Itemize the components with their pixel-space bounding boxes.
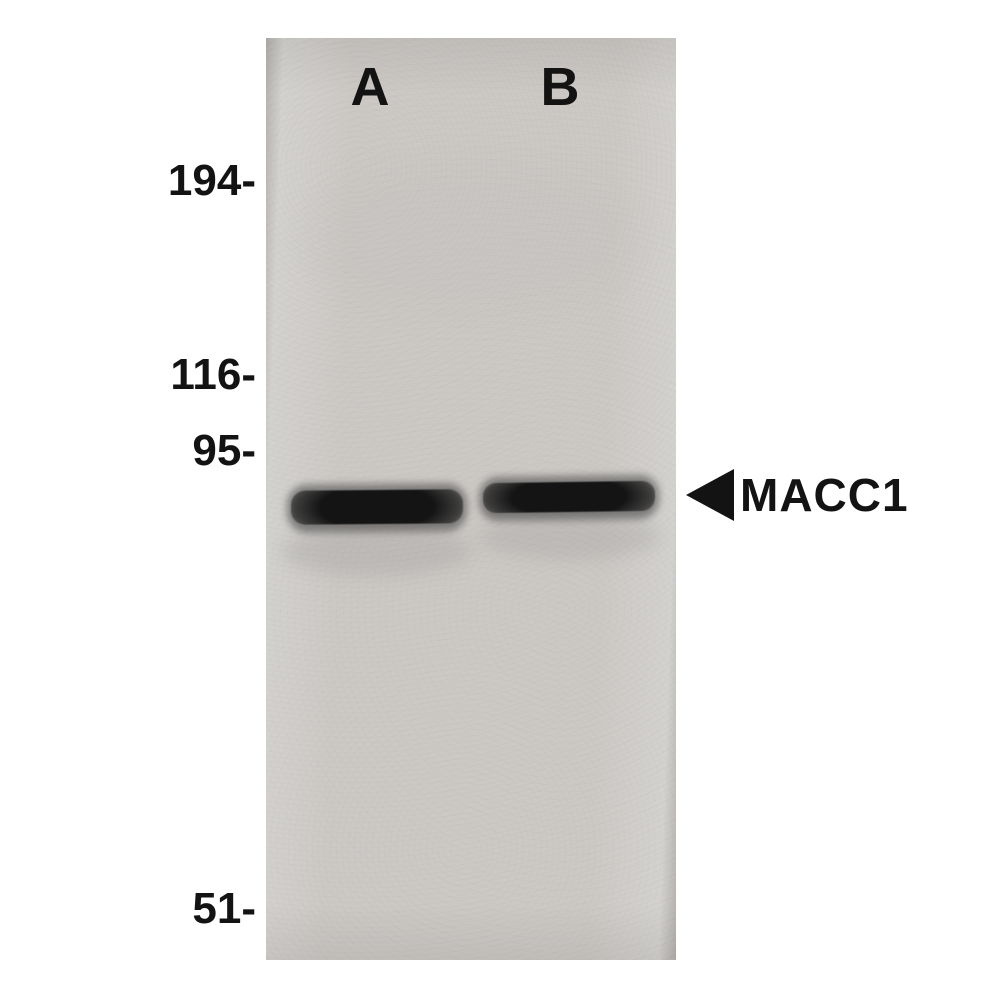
membrane-smudge [299,158,643,318]
protein-band-lane-B [483,481,655,513]
band-annotation: MACC1 [686,468,909,522]
arrowhead-icon [686,469,734,521]
mw-marker-label: 95- [0,426,256,476]
figure-stage: A B 194- 116- 95- 51- MACC1 [0,0,1000,1000]
protein-band-lane-A [291,489,463,525]
lane-label-A: A [340,56,400,118]
band-annotation-text: MACC1 [740,468,909,522]
mw-marker-label: 116- [0,350,256,400]
membrane-smudge [282,526,471,576]
mw-marker-label: 51- [0,884,256,934]
western-blot-membrane [266,38,676,960]
mw-marker-label: 194- [0,156,256,206]
lane-label-B: B [530,56,590,118]
membrane-smudge [479,514,659,560]
